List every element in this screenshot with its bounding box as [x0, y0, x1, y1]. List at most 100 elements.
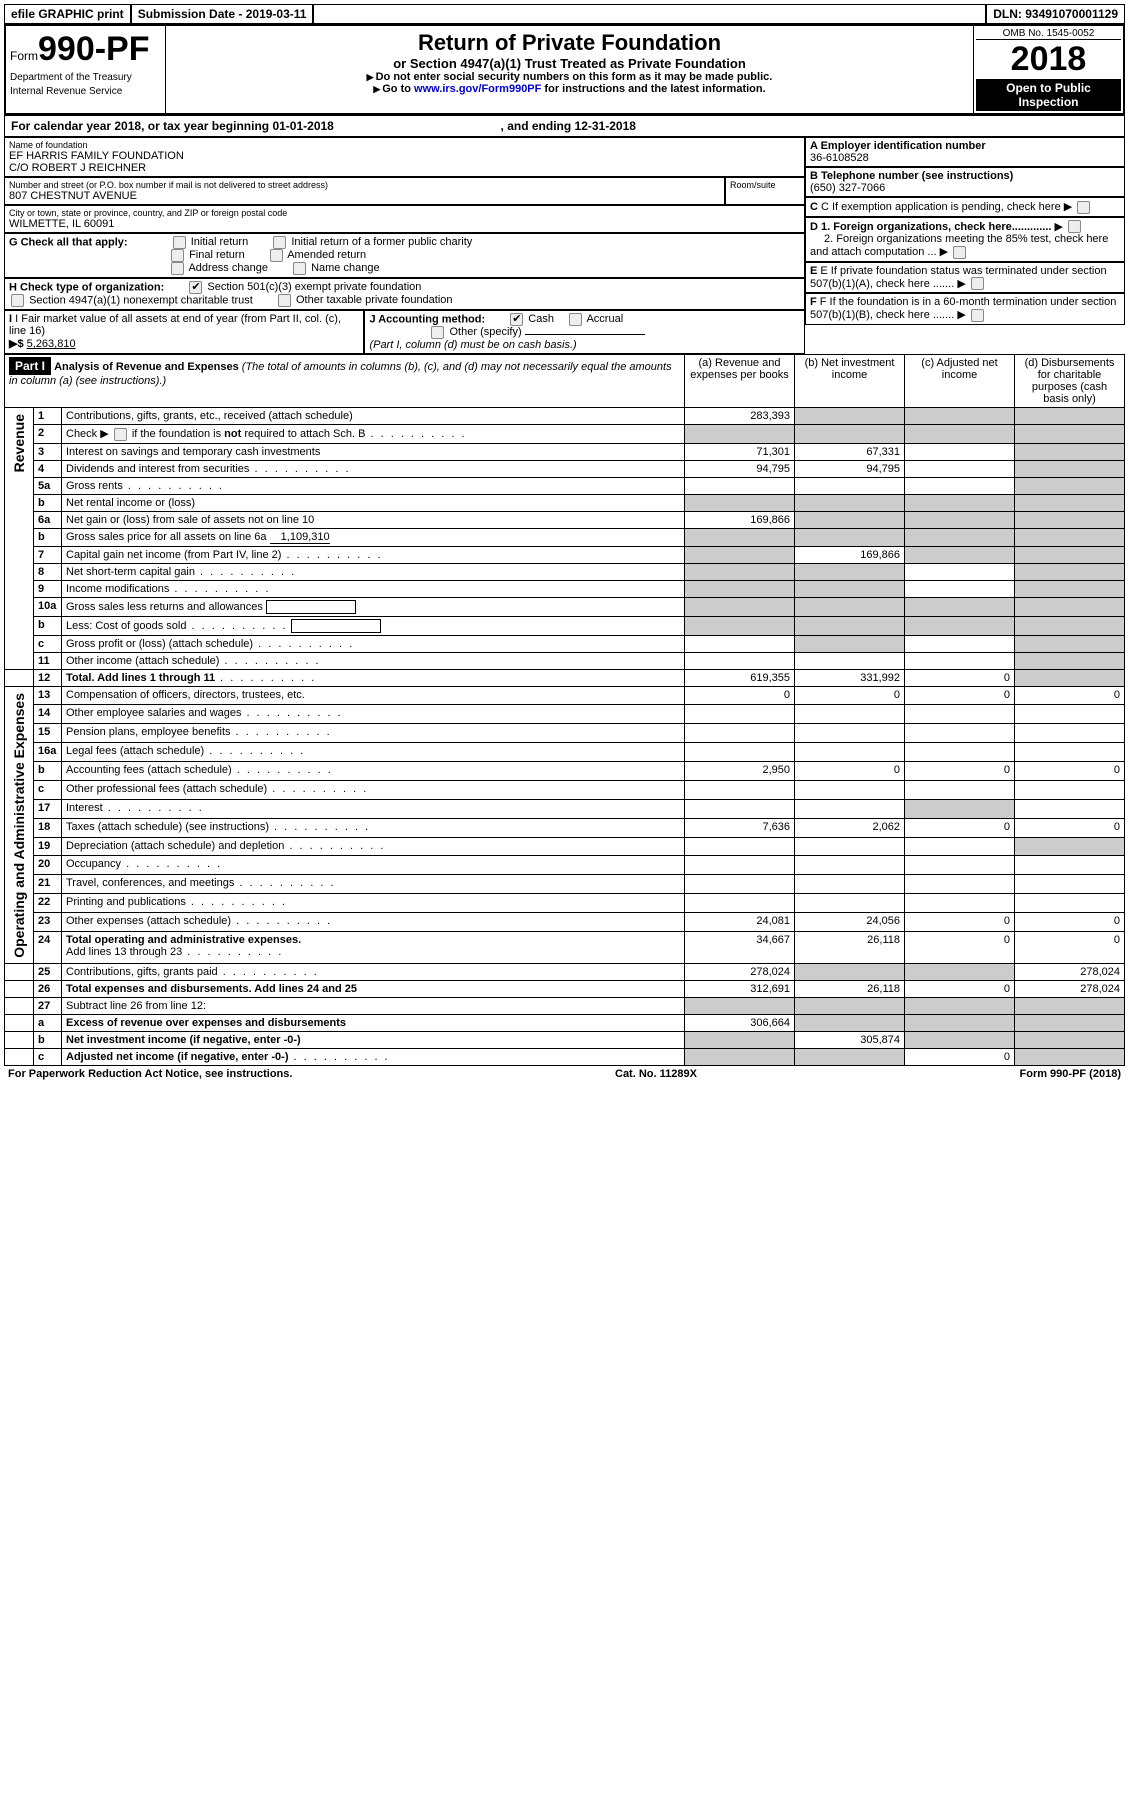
row-3: 3Interest on savings and temporary cash … [5, 443, 1125, 460]
ck-address-change[interactable] [171, 262, 184, 275]
row-4: 4Dividends and interest from securities9… [5, 460, 1125, 477]
row-6b: bGross sales price for all assets on lin… [5, 528, 1125, 546]
col-d-header: (d) Disbursements for charitable purpose… [1015, 355, 1125, 408]
form-prefix: Form [10, 49, 38, 63]
row-2: 2 Check ▶ if the foundation is not requi… [5, 425, 1125, 444]
page-footer: For Paperwork Reduction Act Notice, see … [4, 1066, 1125, 1082]
ck-507b1b[interactable] [971, 309, 984, 322]
section-e: E E If private foundation status was ter… [805, 262, 1125, 294]
ck-initial-return[interactable] [173, 236, 186, 249]
ck-amended-return[interactable] [270, 249, 283, 262]
row-23: 23Other expenses (attach schedule)24,081… [5, 913, 1125, 932]
row-18: 18Taxes (attach schedule) (see instructi… [5, 818, 1125, 837]
form-subtitle: or Section 4947(a)(1) Trust Treated as P… [170, 56, 969, 71]
row-10b: bLess: Cost of goods sold [5, 616, 1125, 635]
footer-right: Form 990-PF (2018) [1020, 1068, 1121, 1080]
entity-info: Name of foundation EF HARRIS FAMILY FOUN… [4, 137, 1125, 354]
row-11: 11Other income (attach schedule) [5, 652, 1125, 669]
form-header: Form990-PF Department of the Treasury In… [4, 24, 1125, 115]
ck-exemption-pending[interactable] [1077, 201, 1090, 214]
ck-foreign-org[interactable] [1068, 220, 1081, 233]
section-j: J Accounting method: Cash Accrual Other … [364, 310, 805, 354]
tax-year: 2018 [976, 40, 1121, 79]
topbar-spacer [313, 4, 986, 24]
form-code: 990-PF [38, 30, 150, 68]
ck-no-sch-b[interactable] [114, 428, 127, 441]
section-g: G Check all that apply: Initial return I… [4, 233, 805, 278]
row-16a: 16aLegal fees (attach schedule) [5, 743, 1125, 762]
row-10c: cGross profit or (loss) (attach schedule… [5, 635, 1125, 652]
ck-cash[interactable] [510, 313, 523, 326]
ck-501c3[interactable] [189, 281, 202, 294]
instr-link: Go to www.irs.gov/Form990PF for instruct… [170, 83, 969, 95]
foundation-co: C/O ROBERT J REICHNER [9, 162, 800, 174]
row-24: 24Total operating and administrative exp… [5, 931, 1125, 963]
row-5a: 5aGross rents [5, 477, 1125, 494]
dln: DLN: 93491070001129 [986, 4, 1125, 24]
part1-header: Part I [9, 357, 51, 375]
part1-title: Analysis of Revenue and Expenses [54, 361, 239, 373]
row-8: 8Net short-term capital gain [5, 563, 1125, 580]
open-to-public: Open to Public Inspection [976, 79, 1121, 111]
phone-label: B Telephone number (see instructions) [810, 170, 1120, 182]
row-16c: cOther professional fees (attach schedul… [5, 780, 1125, 799]
omb: OMB No. 1545-0052 [976, 28, 1121, 40]
row-15: 15Pension plans, employee benefits [5, 724, 1125, 743]
efile-btn[interactable]: efile GRAPHIC print [4, 4, 131, 24]
tax-year-range: For calendar year 2018, or tax year begi… [4, 115, 1125, 137]
row-27b: bNet investment income (if negative, ent… [5, 1032, 1125, 1049]
row-10a: 10aGross sales less returns and allowanc… [5, 597, 1125, 616]
row-1: Revenue 1 Contributions, gifts, grants, … [5, 408, 1125, 425]
street-address: 807 CHESTNUT AVENUE [9, 190, 720, 202]
top-bar: efile GRAPHIC print Submission Date - 20… [4, 4, 1125, 24]
phone-value: (650) 327-7066 [810, 182, 1120, 194]
foundation-name: EF HARRIS FAMILY FOUNDATION [9, 150, 800, 162]
ck-initial-former[interactable] [273, 236, 286, 249]
ein-label: A Employer identification number [810, 140, 1120, 152]
name-label: Name of foundation [9, 140, 800, 150]
dept: Department of the Treasury [10, 72, 132, 83]
row-19: 19Depreciation (attach schedule) and dep… [5, 837, 1125, 856]
instr-ssn: Do not enter social security numbers on … [170, 71, 969, 83]
row-26: 26Total expenses and disbursements. Add … [5, 981, 1125, 998]
row-21: 21Travel, conferences, and meetings [5, 875, 1125, 894]
row-27a: aExcess of revenue over expenses and dis… [5, 1015, 1125, 1032]
section-d: D 1. Foreign organizations, check here..… [805, 217, 1125, 262]
part1-table: Part I Analysis of Revenue and Expenses … [4, 354, 1125, 1066]
ck-507b1a[interactable] [971, 277, 984, 290]
form-title: Return of Private Foundation [170, 30, 969, 56]
room-label: Room/suite [730, 180, 800, 190]
row-14: 14Other employee salaries and wages [5, 705, 1125, 724]
submission-date: Submission Date - 2019-03-11 [131, 4, 314, 24]
row-20: 20Occupancy [5, 856, 1125, 875]
ck-other-method[interactable] [431, 326, 444, 339]
row-27: 27Subtract line 26 from line 12: [5, 998, 1125, 1015]
col-b-header: (b) Net investment income [795, 355, 905, 408]
ck-other-taxable[interactable] [278, 294, 291, 307]
irs-link[interactable]: www.irs.gov/Form990PF [414, 83, 541, 95]
row-22: 22Printing and publications [5, 894, 1125, 913]
row-16b: bAccounting fees (attach schedule)2,9500… [5, 762, 1125, 781]
addr-label: Number and street (or P.O. box number if… [9, 180, 720, 190]
city-state-zip: WILMETTE, IL 60091 [9, 218, 800, 230]
ck-name-change[interactable] [293, 262, 306, 275]
row-6a: 6aNet gain or (loss) from sale of assets… [5, 511, 1125, 528]
ein-value: 36-6108528 [810, 152, 1120, 164]
expenses-label: Operating and Administrative Expenses [9, 689, 29, 962]
section-i: I I Fair market value of all assets at e… [4, 310, 364, 354]
row-5b: bNet rental income or (loss) [5, 494, 1125, 511]
col-a-header: (a) Revenue and expenses per books [685, 355, 795, 408]
section-h: H Check type of organization: Section 50… [4, 278, 805, 310]
row-25: 25Contributions, gifts, grants paid278,0… [5, 964, 1125, 981]
col-c-header: (c) Adjusted net income [905, 355, 1015, 408]
row-13: Operating and Administrative Expenses 13… [5, 686, 1125, 705]
section-f: F F If the foundation is in a 60-month t… [805, 293, 1125, 325]
section-c: C C If exemption application is pending,… [805, 197, 1125, 217]
ck-4947a1[interactable] [11, 294, 24, 307]
footer-mid: Cat. No. 11289X [615, 1068, 697, 1080]
ck-foreign-85[interactable] [953, 246, 966, 259]
ck-final-return[interactable] [171, 249, 184, 262]
row-7: 7Capital gain net income (from Part IV, … [5, 546, 1125, 563]
revenue-label: Revenue [9, 410, 29, 476]
ck-accrual[interactable] [569, 313, 582, 326]
